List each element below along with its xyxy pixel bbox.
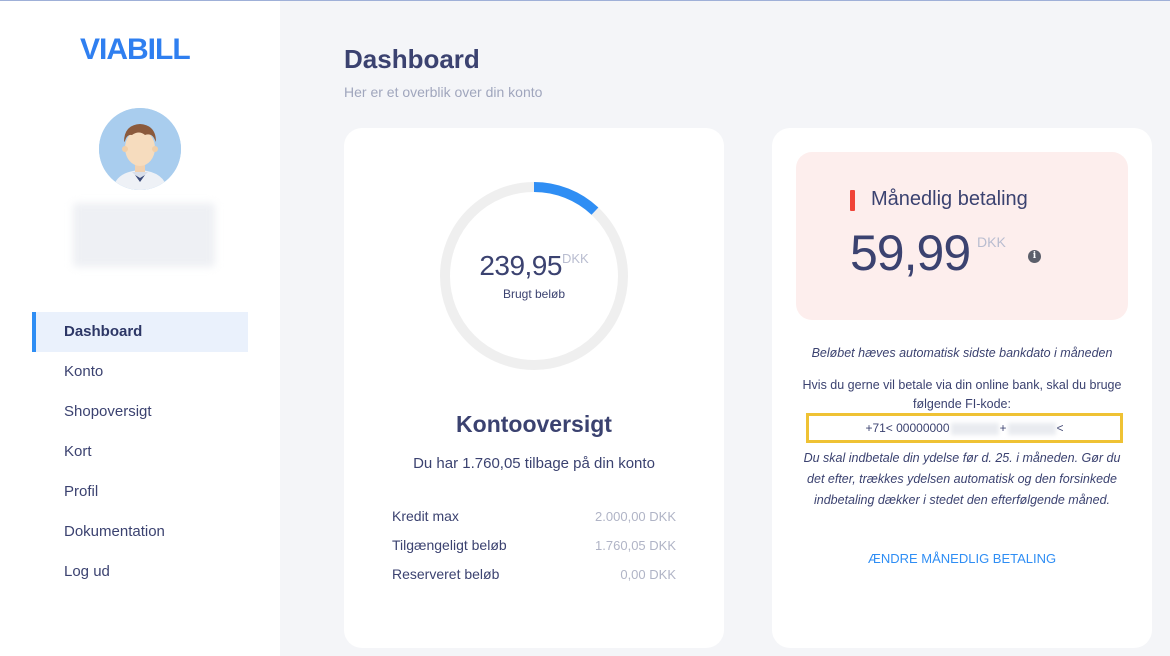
detail-row-reserved: Reserveret beløb 0,00 DKK [392,560,676,589]
monthly-payment-currency: DKK [977,234,1006,250]
info-icon[interactable]: i [1028,250,1041,263]
fi-code-redacted [1007,422,1056,435]
account-overview-title: Kontooversigt [456,411,612,437]
account-details: Kredit max 2.000,00 DKK Tilgængeligt bel… [392,502,676,589]
monthly-payment-title: Månedlig betaling [871,188,1028,210]
sidebar-item-konto[interactable]: Konto [64,363,104,380]
account-overview-card: 239,95DKK Brugt beløb Kontooversigt Du h… [344,128,724,648]
user-name-redacted [73,203,215,267]
fi-code-box[interactable]: +71< 00000000 + < [806,413,1123,443]
remaining-balance-text: Du har 1.760,05 tilbage på din konto [413,455,655,472]
sidebar-item-shopoversigt[interactable]: Shopoversigt [64,403,152,420]
fi-code-prefix: +71< 00000000 [865,421,950,435]
monthly-payment-card: Månedlig betaling 59,99 DKK i Beløbet hæ… [772,128,1152,648]
sidebar-item-kort[interactable]: Kort [64,443,92,460]
sidebar-item-log-ud[interactable]: Log ud [64,563,110,580]
detail-value: 0,00 DKK [620,567,676,582]
page-subtitle: Her er et overblik over din konto [344,84,543,100]
monthly-payment-box: Månedlig betaling 59,99 DKK i [796,152,1128,320]
detail-label: Kredit max [392,508,459,524]
sidebar-item-dashboard[interactable]: Dashboard [32,312,248,352]
sidebar-nav: Dashboard Konto Shopoversigt Kort Profil… [32,312,248,592]
fi-code-redacted [950,422,999,435]
sidebar: VIABILL Dashboard Konto Shopoversigt Kor… [0,1,280,656]
payment-deadline-note: Du skal indbetale din ydelse før d. 25. … [803,451,1121,507]
fi-code-suffix: < [1056,421,1064,435]
detail-row-available: Tilgængeligt beløb 1.760,05 DKK [392,531,676,560]
auto-charge-note: Beløbet hæves automatisk sidste bankdato… [811,346,1113,360]
top-border [0,0,1170,1]
detail-label: Tilgængeligt beløb [392,537,507,553]
avatar[interactable] [99,108,181,190]
online-bank-note: Hvis du gerne vil betale via din online … [802,378,1122,411]
used-amount: 239,95DKK [344,250,724,282]
monthly-payment-amount: 59,99 [850,225,971,281]
detail-row-credit-max: Kredit max 2.000,00 DKK [392,502,676,531]
status-indicator [850,190,855,211]
avatar-illustration [99,108,181,190]
gauge-progress [440,182,628,370]
detail-label: Reserveret beløb [392,566,500,582]
change-monthly-payment-link[interactable]: ÆNDRE MÅNEDLIG BETALING [867,551,1057,566]
sidebar-item-dokumentation[interactable]: Dokumentation [64,523,165,540]
detail-value: 1.760,05 DKK [595,538,676,553]
page-title: Dashboard [344,44,480,74]
used-amount-value: 239,95 [479,250,562,281]
used-amount-currency: DKK [561,251,589,266]
logo-text: VIABILL [80,33,190,65]
viabill-logo[interactable]: VIABILL [80,31,202,65]
used-amount-label: Brugt beløb [502,287,566,301]
sidebar-item-profil[interactable]: Profil [64,483,99,500]
usage-gauge [440,182,628,370]
detail-value: 2.000,00 DKK [595,509,676,524]
fi-code-mid: + [999,421,1007,435]
